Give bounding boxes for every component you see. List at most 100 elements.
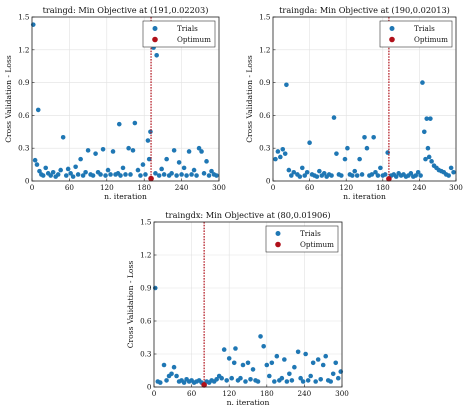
trial-point — [314, 174, 320, 179]
trial-point — [179, 172, 184, 177]
y-tick-label: 0.6 — [259, 111, 271, 120]
trial-point — [304, 169, 310, 175]
y-tick-label: 0.6 — [18, 111, 30, 120]
trial-point — [258, 334, 263, 339]
trial-point — [357, 156, 362, 162]
trial-point — [196, 145, 202, 151]
y-tick-label: 0.6 — [140, 317, 152, 326]
trial-point — [171, 148, 177, 153]
trial-point — [130, 148, 136, 153]
trial-point — [55, 172, 61, 177]
trial-point — [224, 378, 229, 383]
trial-point — [274, 353, 280, 359]
trial-point — [157, 380, 163, 385]
trial-point — [264, 362, 270, 368]
trial-point — [159, 166, 164, 172]
trial-point — [73, 164, 78, 170]
trial-point — [171, 364, 177, 370]
chart-title: traingda: Min Objective at (190,0.02013) — [279, 5, 450, 15]
plot-frame — [272, 16, 457, 182]
x-tick-label: 60 — [305, 183, 315, 192]
x-tick-label: 240 — [413, 183, 427, 192]
x-axis-label: n. iteration — [104, 192, 147, 201]
trial-point — [58, 167, 63, 173]
trial-point — [369, 172, 375, 177]
y-tick-label: 0.9 — [18, 78, 30, 87]
y-tick-label: 0 — [266, 177, 271, 186]
trial-point — [375, 173, 381, 178]
trial-point — [63, 173, 69, 178]
trial-point — [448, 165, 454, 171]
trial-point — [221, 347, 227, 352]
trial-point — [428, 116, 433, 121]
trial-point — [359, 172, 365, 177]
trial-point — [339, 173, 344, 178]
trial-point — [299, 165, 305, 171]
trial-point — [393, 174, 399, 179]
y-axis-label: Cross Validation - Loss — [126, 261, 135, 349]
trial-point — [214, 173, 219, 178]
legend: Trials Optimum — [142, 20, 216, 48]
plot-frame — [31, 16, 220, 182]
trial-point — [364, 145, 370, 151]
trial-point — [238, 375, 243, 381]
trial-point — [284, 82, 289, 88]
y-tick-label: 0 — [25, 177, 30, 186]
x-tick-label: 240 — [175, 183, 189, 192]
trial-point — [282, 151, 288, 156]
trial-point — [284, 379, 290, 384]
trial-point — [219, 375, 224, 381]
legend-trials-marker — [389, 26, 395, 31]
trial-point — [145, 138, 151, 143]
trial-point — [424, 116, 430, 121]
trial-point — [308, 373, 313, 379]
trial-point — [65, 166, 71, 172]
x-tick-label: 60 — [187, 389, 197, 398]
trial-point — [100, 146, 106, 152]
y-tick-label: 1.5 — [18, 13, 30, 22]
trial-point — [191, 167, 197, 173]
y-tick-label: 1.5 — [259, 13, 271, 22]
trial-point — [310, 360, 316, 366]
trial-point — [103, 173, 108, 178]
legend-optimum-marker — [389, 36, 395, 43]
trial-point — [408, 171, 414, 176]
trial-point — [371, 134, 376, 140]
legend-trials-marker — [152, 26, 158, 31]
y-tick-label: 0.3 — [259, 144, 271, 153]
trial-point — [123, 172, 128, 177]
trial-point — [78, 156, 83, 162]
x-tick-label: 60 — [65, 183, 75, 192]
x-tick-label: 180 — [376, 183, 390, 192]
x-tick-label: 300 — [449, 183, 463, 192]
legend-trials-label: Trials — [414, 24, 435, 33]
y-tick-label: 1.2 — [18, 45, 29, 54]
trial-point — [426, 154, 432, 160]
trial-point — [50, 169, 56, 175]
trial-point — [330, 371, 336, 377]
trial-point — [132, 120, 138, 126]
trial-point — [146, 156, 152, 162]
chart-panel-1: 0 60 120 180 240 300 0 0.3 0.6 0.9 1.2 1.5 traingd: … — [4, 5, 226, 201]
legend-trials-label: Trials — [177, 24, 198, 33]
trial-point — [298, 375, 303, 381]
trial-point — [164, 378, 169, 383]
trial-point — [138, 173, 143, 178]
chart-title: traingd: Min Objective at (191,0.02203) — [43, 5, 209, 15]
trial-point — [282, 357, 287, 362]
x-axis-label: n. iteration — [343, 192, 386, 201]
y-tick-label: 0 — [147, 383, 152, 392]
trial-point — [176, 160, 182, 165]
trial-point — [194, 173, 199, 178]
x-axis-label: n. iteration — [227, 398, 270, 407]
optimum-point — [201, 382, 207, 388]
trial-point — [98, 172, 103, 177]
trial-point — [118, 173, 123, 178]
x-tick-label: 120 — [339, 183, 353, 192]
trial-point — [429, 159, 434, 164]
trial-point — [206, 173, 212, 178]
x-tick-label: 240 — [298, 389, 312, 398]
trial-point — [423, 156, 428, 162]
legend-trials-marker — [275, 231, 281, 236]
